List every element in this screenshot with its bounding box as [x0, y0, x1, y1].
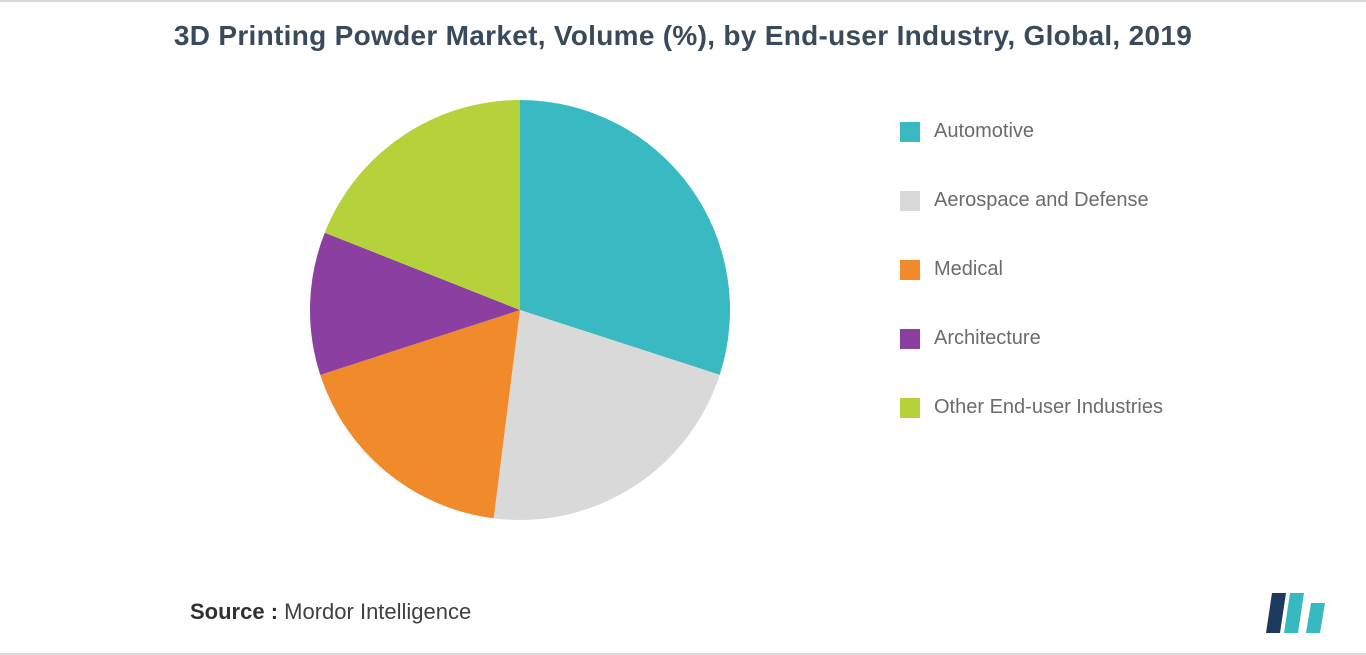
brand-logo: [1266, 587, 1336, 633]
legend-label: Architecture: [934, 327, 1041, 350]
chart-title: 3D Printing Powder Market, Volume (%), b…: [0, 20, 1366, 52]
legend-item: Architecture: [900, 327, 1163, 350]
legend: Automotive Aerospace and Defense Medical Ar…: [900, 120, 1163, 419]
source-line: Source : Mordor Intelligence: [190, 599, 471, 625]
legend-swatch: [900, 260, 920, 280]
legend-item: Medical: [900, 258, 1163, 281]
legend-item: Automotive: [900, 120, 1163, 143]
legend-swatch: [900, 398, 920, 418]
legend-label: Aerospace and Defense: [934, 189, 1149, 212]
source-text: Mordor Intelligence: [284, 599, 471, 624]
pie-chart: [300, 90, 740, 530]
legend-item: Other End-user Industries: [900, 396, 1163, 419]
legend-swatch: [900, 191, 920, 211]
source-label: Source :: [190, 599, 278, 624]
divider-top: [0, 0, 1366, 2]
legend-item: Aerospace and Defense: [900, 189, 1163, 212]
legend-swatch: [900, 329, 920, 349]
legend-label: Medical: [934, 258, 1003, 281]
legend-label: Automotive: [934, 120, 1034, 143]
legend-swatch: [900, 122, 920, 142]
legend-label: Other End-user Industries: [934, 396, 1163, 419]
